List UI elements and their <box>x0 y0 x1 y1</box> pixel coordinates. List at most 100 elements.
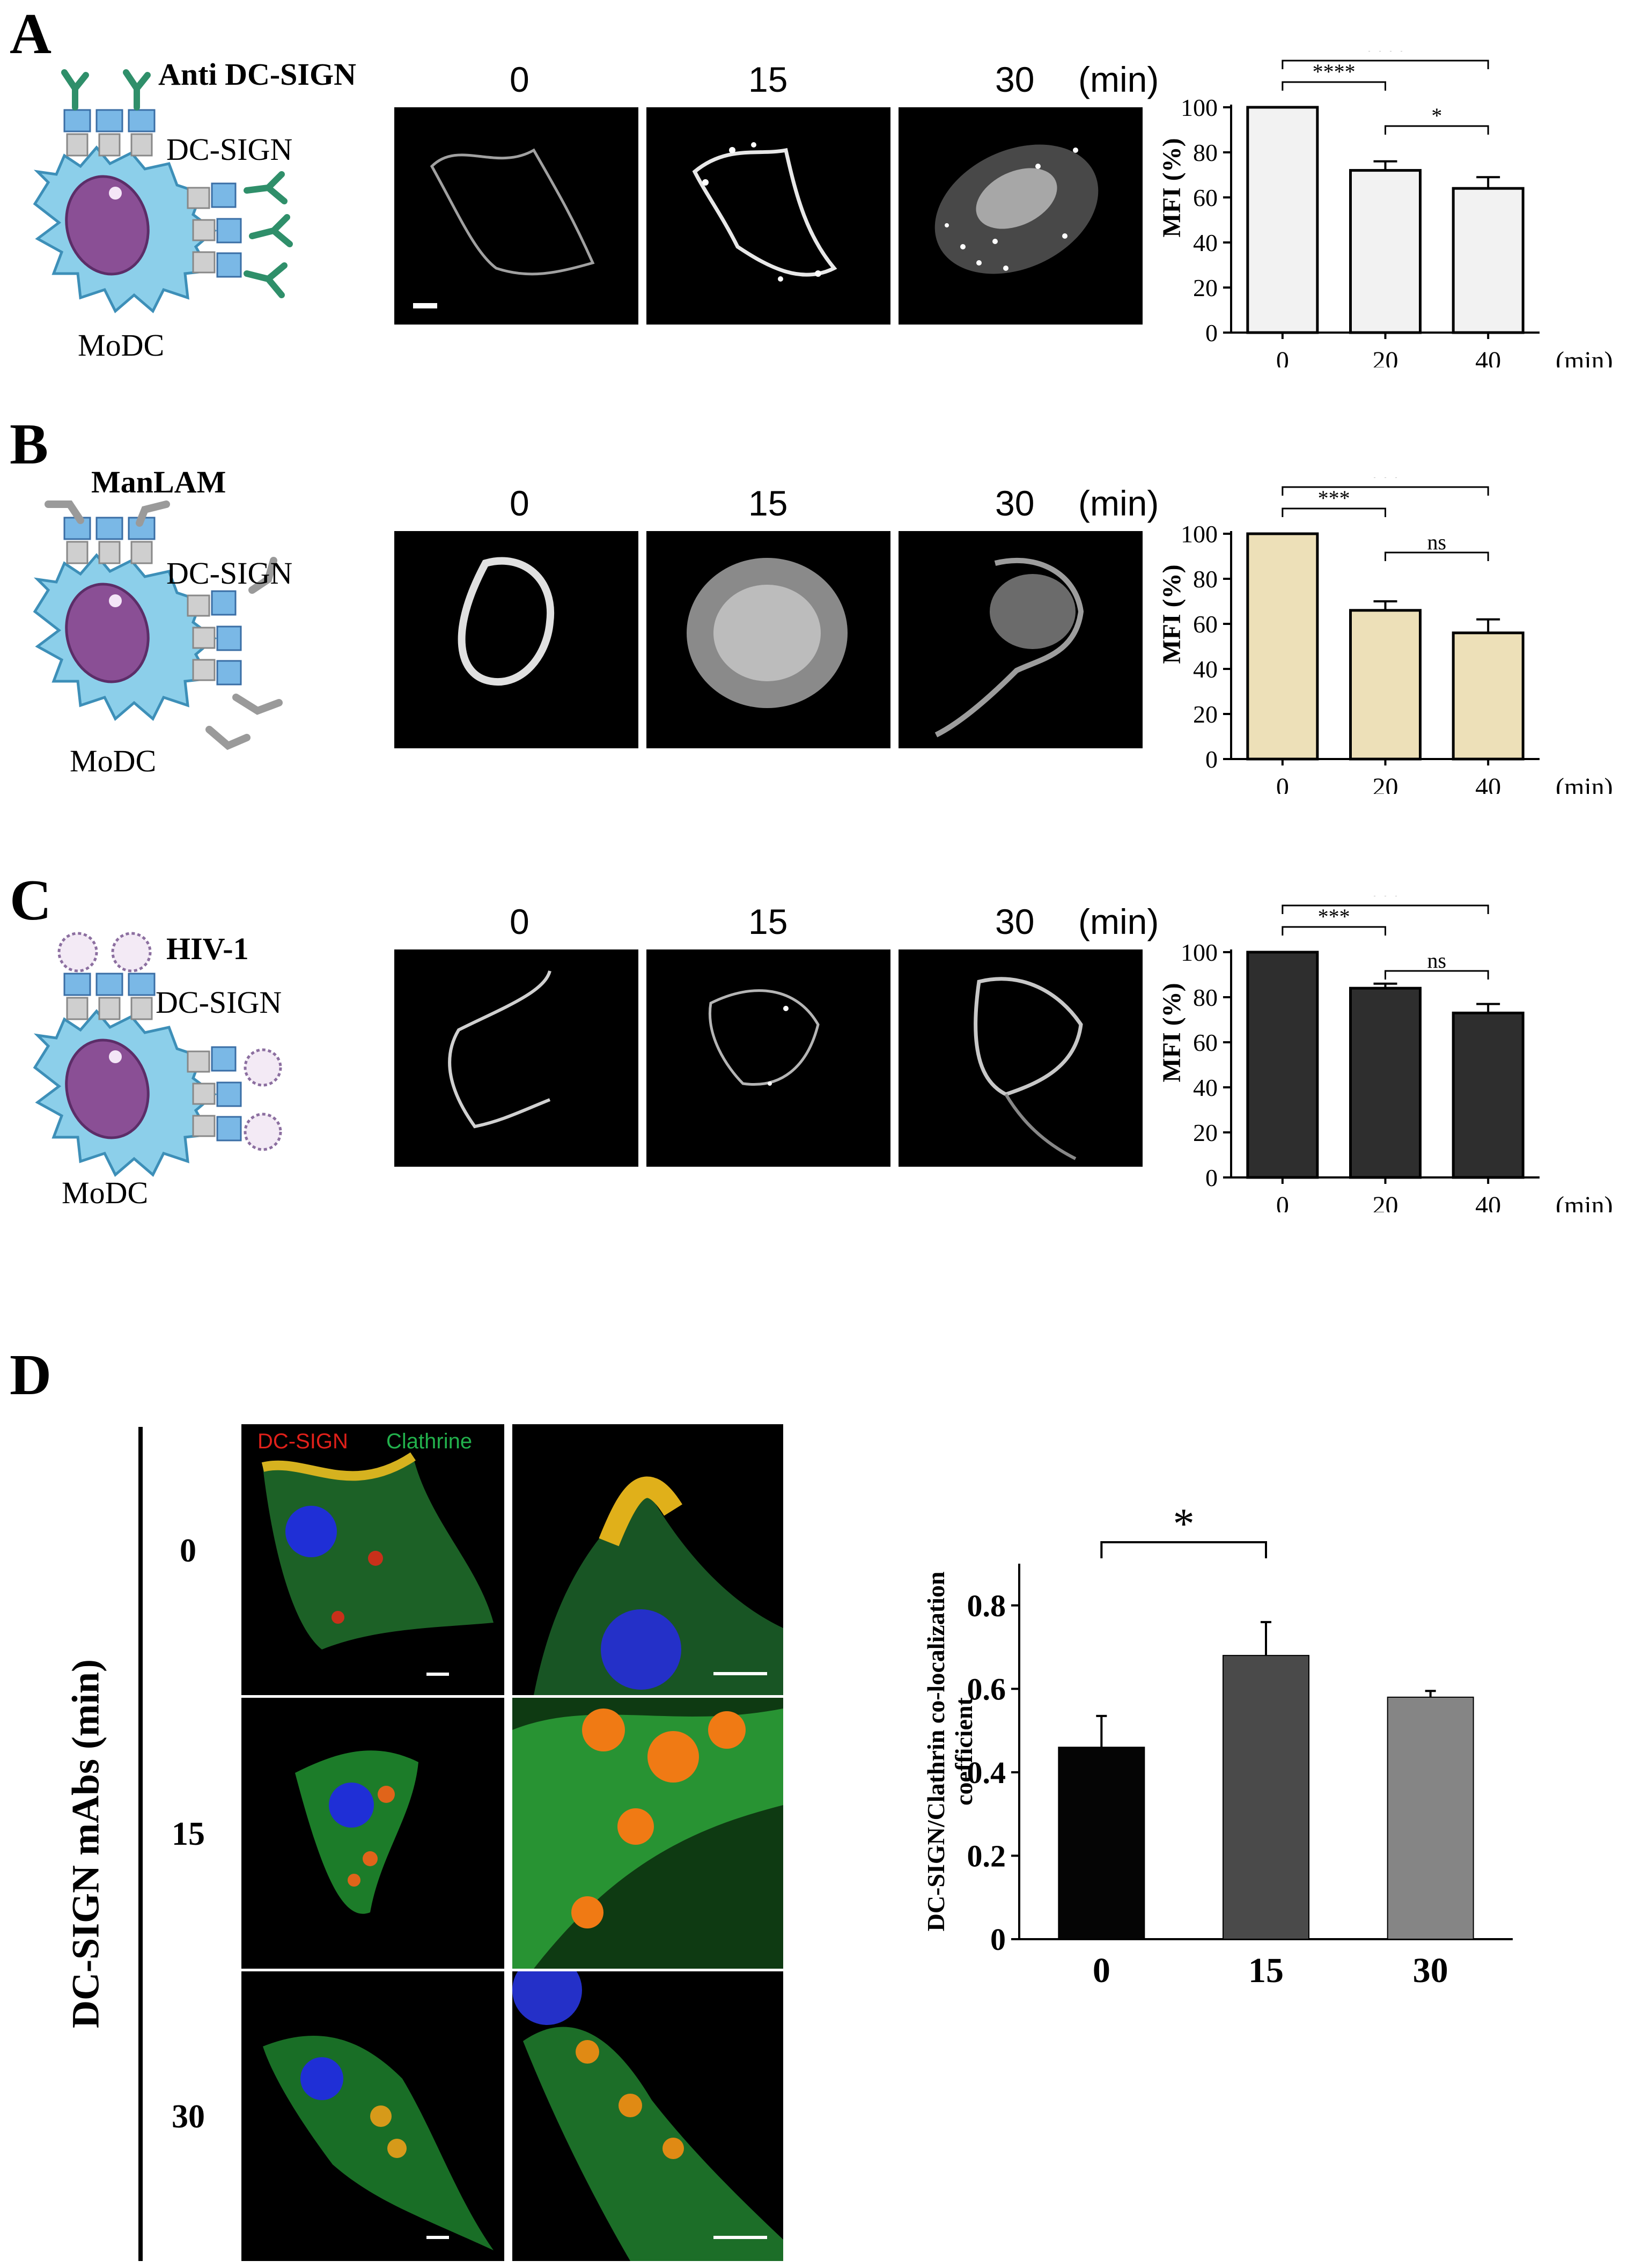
x-tick-label: 20 <box>1373 347 1398 367</box>
y-tick-label: 0 <box>1205 319 1218 347</box>
cell-illustration-a <box>33 69 293 313</box>
time-label: 15 <box>748 60 788 99</box>
manlam-icons <box>45 500 283 750</box>
time-label: 0 <box>510 60 529 99</box>
x-tick-label: 0 <box>1276 1191 1289 1212</box>
schematic-c: HIV-1 DC-SIGN MoDC <box>16 923 359 1228</box>
chart-c: 0 20 40 60 80 100 0 20 40 (min) MFI (%) *** ns *** <box>1153 896 1625 1212</box>
significance-bracket <box>1385 125 1489 135</box>
y-tick-label: 20 <box>1193 1119 1218 1146</box>
bar <box>1246 106 1319 334</box>
significance-label: * <box>1173 1500 1195 1548</box>
time-label: 30 <box>995 483 1035 523</box>
y-tick-label: 0 <box>1205 1164 1218 1191</box>
y-tick-label: 20 <box>1193 274 1218 301</box>
significance-label: **** <box>1364 51 1407 62</box>
time-label: 30 <box>995 60 1035 99</box>
y-tick-label: 80 <box>1193 984 1218 1011</box>
y-tick-label: 0.8 <box>967 1588 1006 1623</box>
x-tick-label: 0 <box>1093 1951 1110 1990</box>
significance-label: *** <box>1370 477 1402 489</box>
bar <box>1387 1696 1474 1940</box>
schematic-b: ManLAM DC-SIGN MoDC <box>16 467 359 777</box>
panel-letter-b: B <box>10 413 49 476</box>
panel-letter-a: A <box>10 2 51 66</box>
y-axis-label: DC-SIGN/Clathrin co-localization <box>922 1572 949 1932</box>
bar <box>1223 1655 1309 1940</box>
x-tick-label: 40 <box>1475 347 1501 367</box>
schematic-title: HIV-1 <box>166 931 249 966</box>
receptors-side <box>187 182 242 278</box>
time-unit-label: (min) <box>1078 60 1159 99</box>
micrograph-c-0 <box>394 949 638 1167</box>
cell-label: MoDC <box>70 743 157 778</box>
x-tick-label: 40 <box>1475 773 1501 794</box>
bar <box>1452 631 1525 761</box>
side-label: DC-SIGN mAbs (min) <box>64 1659 107 2029</box>
y-axis-label: MFI (%) <box>1158 564 1186 664</box>
chart-svg: 0 20 40 60 80 100 0 20 40 (min) MFI (%) *** ns *** <box>1158 477 1613 794</box>
time-unit-label: (min) <box>1078 902 1159 941</box>
significance-bracket <box>1282 926 1386 936</box>
x-tick-label: 40 <box>1475 1191 1501 1212</box>
bar <box>1246 532 1319 761</box>
fluorescence-0-zoom <box>512 1424 783 1695</box>
schematic-a: Anti DC-SIGN DC-SIGN MoDC <box>16 59 359 365</box>
row-label: 30 <box>172 2098 205 2135</box>
y-tick-label: 100 <box>1181 520 1218 548</box>
y-axis-label: MFI (%) <box>1158 983 1186 1082</box>
y-tick-label: 100 <box>1181 939 1218 966</box>
significance-bracket <box>1282 904 1489 914</box>
cell-illustration-b <box>33 500 283 750</box>
significance-bracket <box>1282 507 1386 517</box>
time-label: 0 <box>510 902 529 941</box>
x-tick-label: 20 <box>1373 773 1398 794</box>
cell-illustration-c <box>33 932 282 1177</box>
x-axis-label: (min) <box>1556 1191 1613 1212</box>
bar <box>1349 986 1422 1179</box>
micrograph-c-30 <box>899 949 1143 1167</box>
significance-label: *** <box>1370 896 1402 907</box>
x-tick-label: 15 <box>1248 1951 1284 1990</box>
time-unit-label: (min) <box>1078 483 1159 523</box>
time-label: 0 <box>510 483 529 523</box>
y-tick-label: 60 <box>1193 184 1218 211</box>
micrograph-a-0 <box>394 107 638 325</box>
significance-bracket <box>1385 970 1489 980</box>
micrograph-b-15 <box>646 531 890 748</box>
bracket-line <box>138 1427 143 2261</box>
y-tick-label: 0.4 <box>967 1755 1006 1790</box>
stain-label-dc-sign: DC-SIGN <box>257 1430 348 1453</box>
y-tick-label: 80 <box>1193 565 1218 593</box>
y-tick-label: 40 <box>1193 656 1218 683</box>
y-tick-label: 20 <box>1193 701 1218 728</box>
y-tick-label: 0.6 <box>967 1671 1006 1706</box>
significance-bracket <box>1282 81 1386 91</box>
time-label: 15 <box>748 902 788 941</box>
y-tick-label: 60 <box>1193 1029 1218 1056</box>
virion-icons <box>57 932 282 1151</box>
receptor-label: DC-SIGN <box>166 556 293 591</box>
x-tick-label: 0 <box>1276 347 1289 367</box>
micrograph-c-15 <box>646 949 890 1167</box>
bar <box>1058 1747 1145 1940</box>
fluorescence-0-overview: DC-SIGN Clathrine <box>241 1424 504 1695</box>
bar <box>1452 1011 1525 1179</box>
significance-label: * <box>1431 104 1442 128</box>
y-tick-label: 0 <box>1205 746 1218 773</box>
receptor-label: DC-SIGN <box>156 985 282 1020</box>
cell-label: MoDC <box>78 328 165 363</box>
significance-label: *** <box>1318 904 1350 929</box>
significance-bracket <box>1282 60 1489 69</box>
y-tick-label: 40 <box>1193 1074 1218 1101</box>
receptors-top <box>63 109 156 157</box>
time-label: 30 <box>995 902 1035 941</box>
significance-bracket <box>1100 1541 1267 1558</box>
chart-d: 0 0.2 0.4 0.6 0.8 0 15 30 DC-SIGN/Clathrin co-lo… <box>912 1497 1625 2022</box>
significance-bracket <box>1385 551 1489 561</box>
panel-letter-d: D <box>10 1343 51 1407</box>
significance-label: *** <box>1318 486 1350 510</box>
chart-b: 0 20 40 60 80 100 0 20 40 (min) MFI (%) *** ns *** <box>1153 477 1625 794</box>
